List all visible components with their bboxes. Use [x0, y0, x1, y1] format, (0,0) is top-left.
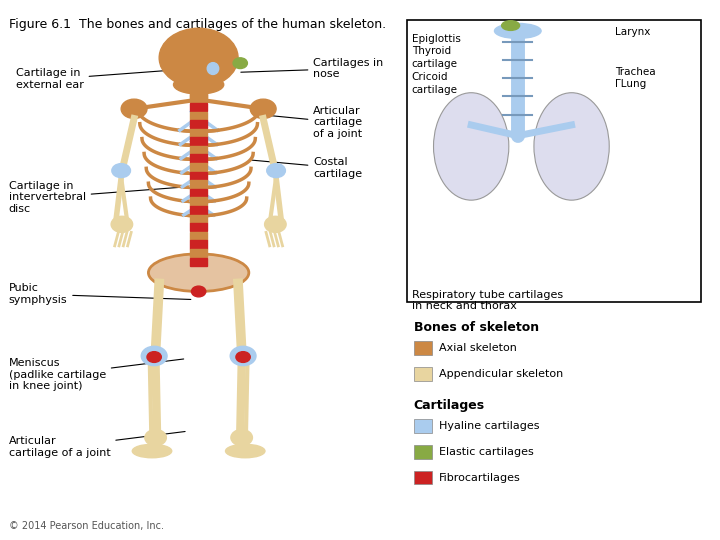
Bar — [190, 120, 207, 128]
Text: © 2014 Pearson Education, Inc.: © 2014 Pearson Education, Inc. — [9, 521, 163, 531]
Ellipse shape — [495, 23, 541, 38]
Circle shape — [231, 429, 253, 445]
Text: Figure 6.1  The bones and cartilages of the human skeleton.: Figure 6.1 The bones and cartilages of t… — [9, 17, 386, 30]
Text: Meniscus
(padlike cartilage
in knee joint): Meniscus (padlike cartilage in knee join… — [9, 358, 184, 392]
Ellipse shape — [174, 75, 224, 94]
Bar — [190, 137, 207, 145]
Text: Elastic cartilages: Elastic cartilages — [439, 447, 534, 457]
Bar — [414, 341, 432, 355]
Text: Hyaline cartilages: Hyaline cartilages — [439, 421, 539, 431]
Text: Respiratory tube cartilages
in neck and thorax: Respiratory tube cartilages in neck and … — [412, 290, 563, 312]
Text: Appendicular skeleton: Appendicular skeleton — [439, 369, 563, 379]
Bar — [190, 163, 207, 171]
Bar — [190, 232, 207, 240]
Circle shape — [236, 352, 251, 362]
Circle shape — [112, 164, 130, 178]
Ellipse shape — [207, 63, 219, 75]
Text: Pubic
symphysis: Pubic symphysis — [9, 284, 191, 305]
Bar — [190, 215, 207, 222]
Ellipse shape — [502, 21, 520, 30]
Bar — [190, 198, 207, 206]
Bar — [190, 103, 207, 111]
Text: Cartilages: Cartilages — [414, 399, 485, 412]
Circle shape — [147, 352, 161, 362]
Text: Cartilages in
nose: Cartilages in nose — [241, 58, 384, 79]
Circle shape — [192, 286, 206, 297]
Bar — [190, 189, 207, 197]
Circle shape — [267, 164, 285, 178]
Text: ΓLung: ΓLung — [615, 79, 646, 89]
Text: Costal
cartilage: Costal cartilage — [251, 157, 362, 179]
Bar — [414, 420, 432, 433]
Text: Articular
cartilage
of a joint: Articular cartilage of a joint — [258, 106, 362, 139]
Text: Epiglottis
Thyroid
cartilage
Cricoid
cartilage: Epiglottis Thyroid cartilage Cricoid car… — [412, 33, 461, 95]
Bar — [190, 206, 207, 214]
Bar — [190, 240, 207, 248]
Bar — [414, 367, 432, 381]
FancyBboxPatch shape — [407, 20, 701, 302]
Text: Larynx: Larynx — [615, 27, 650, 37]
Circle shape — [251, 99, 276, 118]
Text: Fibrocartilages: Fibrocartilages — [439, 473, 521, 483]
Ellipse shape — [534, 93, 609, 200]
Bar — [190, 223, 207, 231]
Text: Bones of skeleton: Bones of skeleton — [414, 321, 539, 334]
Text: Articular
cartilage of a joint: Articular cartilage of a joint — [9, 431, 185, 458]
Ellipse shape — [225, 444, 265, 458]
Bar — [192, 109, 206, 206]
Ellipse shape — [132, 444, 172, 458]
Circle shape — [141, 346, 167, 366]
Circle shape — [159, 28, 238, 87]
Bar — [190, 112, 207, 119]
Circle shape — [111, 217, 132, 232]
Bar — [190, 154, 207, 163]
Ellipse shape — [433, 93, 509, 200]
Bar — [190, 129, 207, 137]
Text: Cartilage in
external ear: Cartilage in external ear — [16, 67, 212, 90]
Text: Cartilage in
intervertebral
disc: Cartilage in intervertebral disc — [9, 181, 185, 214]
Bar — [190, 172, 207, 180]
Ellipse shape — [148, 254, 249, 292]
Bar — [414, 471, 432, 484]
Text: Trachea: Trachea — [615, 67, 655, 77]
Bar — [190, 94, 207, 103]
Circle shape — [265, 217, 286, 232]
Bar — [190, 180, 207, 188]
Text: Axial skeleton: Axial skeleton — [439, 343, 517, 354]
Bar — [190, 258, 207, 266]
Circle shape — [145, 429, 166, 445]
Bar — [190, 82, 207, 98]
Circle shape — [233, 58, 248, 69]
Circle shape — [230, 346, 256, 366]
Bar — [190, 146, 207, 154]
Bar — [414, 445, 432, 458]
Bar — [190, 249, 207, 257]
Circle shape — [121, 99, 147, 118]
